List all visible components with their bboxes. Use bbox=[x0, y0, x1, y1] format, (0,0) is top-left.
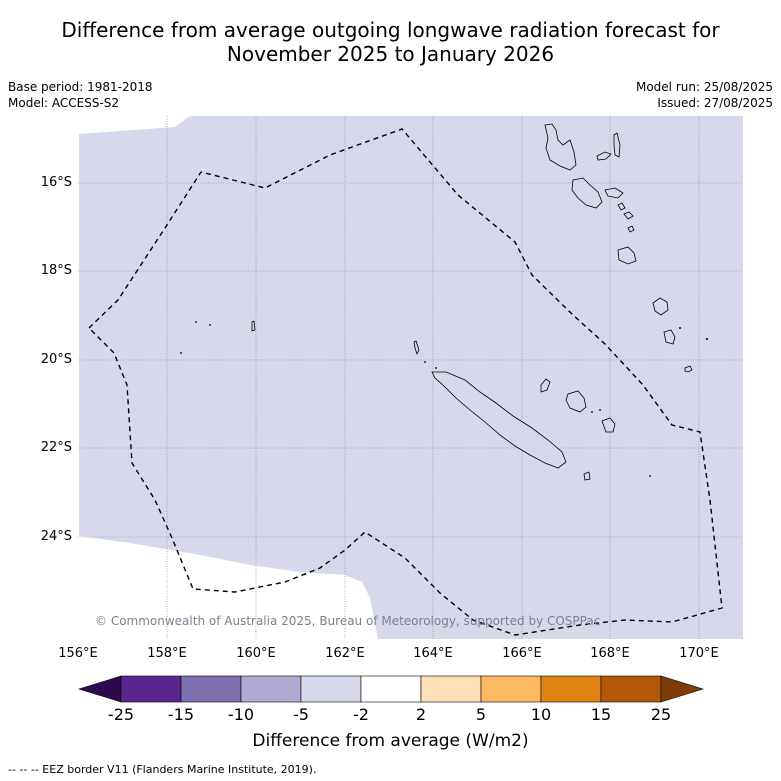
lat-label-20s: 20°S bbox=[40, 352, 72, 367]
colorbar-tick-10: 10 bbox=[530, 705, 552, 724]
isle-of-pines bbox=[583, 471, 591, 481]
lat-label-16s: 16°S bbox=[40, 175, 72, 190]
colorbar-tick-2: 2 bbox=[415, 705, 427, 724]
efate-island bbox=[617, 246, 637, 265]
colorbar-segment-4 bbox=[300, 675, 362, 703]
base-period: Base period: 1981-2018 bbox=[8, 80, 153, 94]
model-run: Model run: 25/08/2025 bbox=[635, 80, 773, 94]
colorbar-tick-neg25: -25 bbox=[107, 705, 135, 724]
espiritu-santo-island bbox=[544, 123, 577, 171]
lat-label-18s: 18°S bbox=[40, 263, 72, 278]
chart-title: Difference from average outgoing longwav… bbox=[0, 18, 781, 66]
ouvea-island bbox=[540, 378, 551, 393]
colorbar-segment-6 bbox=[420, 675, 482, 703]
colorbar-segment-8 bbox=[540, 675, 602, 703]
colorbar-segment-0 bbox=[77, 675, 122, 703]
title-line-1: Difference from average outgoing longwav… bbox=[61, 18, 720, 42]
eez-border bbox=[88, 128, 723, 636]
shepherd-islands bbox=[623, 211, 634, 220]
lon-label-162e: 162°E bbox=[325, 646, 365, 661]
colorbar-segment-10 bbox=[660, 675, 705, 703]
meta-right: Model run: 25/08/2025 Issued: 27/08/2025 bbox=[636, 79, 773, 111]
lon-label-160e: 160°E bbox=[236, 646, 276, 661]
title-line-2: November 2025 to January 2026 bbox=[226, 42, 555, 66]
mare-island bbox=[601, 417, 616, 433]
graticule bbox=[78, 116, 743, 639]
aneityum-island bbox=[684, 365, 693, 373]
pentecost-island bbox=[613, 132, 621, 158]
colorbar-segment-5 bbox=[360, 675, 422, 703]
epi-island bbox=[604, 187, 624, 199]
lon-label-166e: 166°E bbox=[502, 646, 542, 661]
torres-islands bbox=[617, 202, 626, 211]
lat-label-22s: 22°S bbox=[40, 440, 72, 455]
tanna-island bbox=[663, 329, 676, 345]
small-islets bbox=[180, 321, 708, 477]
colorbar-segment-2 bbox=[180, 675, 242, 703]
lon-label-170e: 170°E bbox=[679, 646, 719, 661]
colorbar-segment-9 bbox=[600, 675, 662, 703]
colorbar-title: Difference from average (W/m2) bbox=[252, 731, 529, 751]
land-masses bbox=[251, 123, 693, 481]
tongoa-island bbox=[627, 225, 635, 233]
meta-left: Base period: 1981-2018 Model: ACCESS-S2 bbox=[8, 79, 153, 111]
chesterfield-islet bbox=[251, 320, 256, 332]
lifou-island bbox=[565, 390, 587, 413]
colorbar bbox=[77, 675, 705, 703]
colorbar-segment-1 bbox=[120, 675, 182, 703]
model-name: Model: ACCESS-S2 bbox=[8, 96, 120, 110]
lon-label-158e: 158°E bbox=[147, 646, 187, 661]
colorbar-tick-neg10: -10 bbox=[227, 705, 255, 724]
colorbar-tick-5: 5 bbox=[475, 705, 487, 724]
lat-label-24s: 24°S bbox=[40, 529, 72, 544]
eez-footnote: -- -- -- EEZ border V11 (Flanders Marine… bbox=[8, 763, 317, 776]
copyright-notice: © Commonwealth of Australia 2025, Bureau… bbox=[95, 614, 601, 628]
colorbar-tick-25: 25 bbox=[650, 705, 672, 724]
colorbar-tick-15: 15 bbox=[590, 705, 612, 724]
issued-date: Issued: 27/08/2025 bbox=[657, 96, 773, 110]
lon-label-164e: 164°E bbox=[413, 646, 453, 661]
colorbar-segment-7 bbox=[480, 675, 542, 703]
lon-label-168e: 168°E bbox=[590, 646, 630, 661]
malekula-island bbox=[571, 177, 603, 209]
new-caledonia-island bbox=[431, 371, 567, 469]
ambae-island bbox=[596, 151, 612, 161]
colorbar-tick-neg5: -5 bbox=[293, 705, 309, 724]
colorbar-tick-neg15: -15 bbox=[167, 705, 195, 724]
colorbar-segment-3 bbox=[240, 675, 302, 703]
anomaly-fill-region bbox=[79, 116, 743, 639]
lon-label-156e: 156°E bbox=[58, 646, 98, 661]
erromango-island bbox=[652, 297, 669, 316]
belep-islands bbox=[413, 340, 420, 356]
colorbar-tick-neg2: -2 bbox=[353, 705, 369, 724]
